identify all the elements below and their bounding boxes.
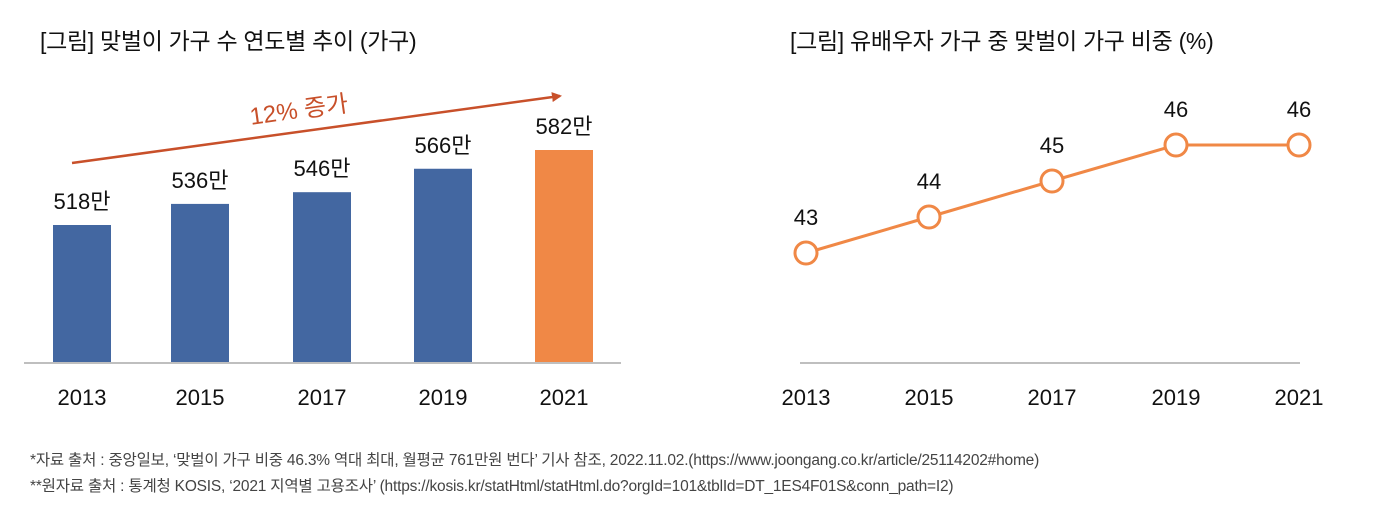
x-tick-2021: 2021 bbox=[540, 385, 589, 410]
bar-value-label-2019: 566만 bbox=[415, 133, 472, 158]
bar-2021 bbox=[535, 150, 593, 363]
point-value-label-2013: 43 bbox=[794, 205, 818, 230]
point-value-label-2019: 46 bbox=[1164, 97, 1188, 122]
bar-2015 bbox=[171, 203, 229, 363]
x-tick-2019: 2019 bbox=[1152, 385, 1201, 410]
x-tick-2015: 2015 bbox=[176, 385, 225, 410]
point-value-label-2017: 45 bbox=[1040, 133, 1064, 158]
x-tick-2015: 2015 bbox=[905, 385, 954, 410]
bar-value-label-2021: 582만 bbox=[536, 114, 593, 139]
x-tick-2013: 2013 bbox=[782, 385, 831, 410]
bar-2019 bbox=[414, 168, 472, 363]
bar-value-label-2013: 518만 bbox=[54, 189, 111, 214]
x-tick-2017: 2017 bbox=[298, 385, 347, 410]
line-chart-title: [그림] 유배우자 가구 중 맞벌이 가구 비중 (%) bbox=[790, 28, 1214, 54]
point-value-label-2021: 46 bbox=[1287, 97, 1311, 122]
data-point-2015 bbox=[916, 204, 942, 230]
series-line bbox=[805, 143, 1299, 255]
growth-annotation: 12% 증가 bbox=[248, 90, 350, 130]
data-point-2013 bbox=[793, 240, 819, 266]
data-point-2017 bbox=[1039, 168, 1065, 194]
bar-2017 bbox=[293, 192, 351, 363]
point-value-label-2015: 44 bbox=[917, 169, 941, 194]
line-chart: 43 2013 44 2015 45 2017 46 2019 46 2021 bbox=[782, 97, 1324, 410]
footnote-source: *자료 출처 : 중앙일보, ‘맞벌이 가구 비중 46.3% 역대 최대, 월… bbox=[30, 452, 1040, 469]
bar-value-label-2017: 546만 bbox=[294, 156, 351, 181]
bar-chart: 518만 2013 536만 2015 546만 2017 566만 2019 582만 2021… bbox=[24, 90, 621, 410]
growth-arrow bbox=[71, 92, 562, 165]
bar-value-label-2015: 536만 bbox=[172, 168, 229, 193]
footnote-original-source: **원자료 출처 : 통계청 KOSIS, ‘2021 지역별 고용조사’ (h… bbox=[30, 478, 954, 495]
x-tick-2013: 2013 bbox=[58, 385, 107, 410]
bar-chart-title: [그림] 맞벌이 가구 수 연도별 추이 (가구) bbox=[40, 28, 417, 54]
data-point-2021 bbox=[1286, 132, 1312, 158]
x-tick-2021: 2021 bbox=[1275, 385, 1324, 410]
data-point-2019 bbox=[1163, 132, 1189, 158]
x-tick-2017: 2017 bbox=[1028, 385, 1077, 410]
x-tick-2019: 2019 bbox=[419, 385, 468, 410]
bar-2013 bbox=[53, 225, 111, 363]
